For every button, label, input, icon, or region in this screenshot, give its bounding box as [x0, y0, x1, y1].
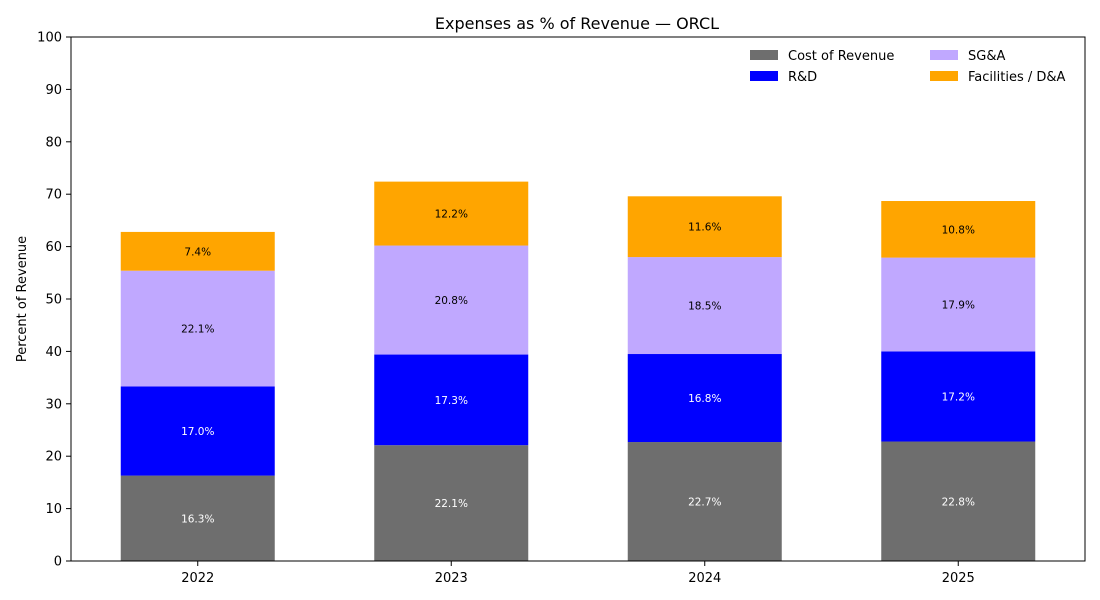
legend-label: Facilities / D&A [968, 70, 1066, 85]
bar-value-label: 22.1% [435, 498, 468, 510]
bar-value-label: 17.3% [435, 395, 468, 407]
legend-label: Cost of Revenue [788, 49, 894, 64]
bar-value-label: 12.2% [435, 209, 468, 221]
bar-value-label: 16.3% [181, 513, 214, 525]
bar-value-label: 22.8% [942, 496, 975, 508]
x-tick-label: 2024 [688, 571, 721, 586]
y-tick-label: 30 [45, 397, 62, 412]
chart-title: Expenses as % of Revenue — ORCL [435, 14, 719, 33]
bar-segment [374, 181, 529, 246]
bar-value-label: 17.2% [942, 391, 975, 403]
legend-swatch [750, 71, 778, 81]
bar-segment [627, 354, 782, 443]
x-tick-label: 2023 [435, 571, 468, 586]
y-axis-label: Percent of Revenue [15, 236, 30, 362]
bar-value-label: 18.5% [688, 301, 721, 313]
bar-segment [120, 270, 275, 387]
bar-value-label: 22.1% [181, 324, 214, 336]
legend: Cost of Revenue R&D SG&A Facilities / D&A [750, 49, 1066, 85]
y-tick-label: 10 [45, 502, 62, 517]
bar-value-label: 20.8% [435, 295, 468, 307]
y-tick-label: 60 [45, 240, 62, 255]
bar-segment [120, 475, 275, 561]
x-tick-label: 2025 [942, 571, 975, 586]
bar-segment [881, 441, 1036, 561]
bar-segment [627, 257, 782, 355]
bar-value-label: 16.8% [688, 393, 721, 405]
x-tick-label: 2022 [181, 571, 214, 586]
bar-segment [881, 257, 1036, 352]
bar-segment [374, 245, 529, 355]
plot-area: 16.3% 17.0% 22.1% 7.4% 2022 22.1% 17.3% 20.8% 12… [37, 31, 1086, 586]
bar-segment [374, 354, 529, 446]
y-tick-label: 100 [37, 31, 62, 46]
legend-label: R&D [788, 70, 817, 85]
bar-segment [627, 196, 782, 258]
bar-segment [374, 445, 529, 561]
legend-swatch [930, 50, 958, 60]
y-tick-label: 50 [45, 293, 62, 308]
bar-value-label: 10.8% [942, 224, 975, 236]
y-tick-label: 80 [45, 135, 62, 150]
bar-segment [627, 442, 782, 561]
bar-value-label: 22.7% [688, 497, 721, 509]
bar-value-label: 17.0% [181, 426, 214, 438]
bar-value-label: 17.9% [942, 300, 975, 312]
bar-segment [881, 201, 1036, 258]
y-tick-label: 90 [45, 83, 62, 98]
legend-swatch [930, 71, 958, 81]
legend-label: SG&A [968, 49, 1005, 64]
legend-swatch [750, 50, 778, 60]
axes-frame [70, 36, 1086, 562]
y-tick-label: 70 [45, 188, 62, 203]
y-tick-label: 20 [45, 450, 62, 465]
bar-value-label: 7.4% [184, 246, 211, 258]
y-tick-label: 40 [45, 345, 62, 360]
bar-value-label: 11.6% [688, 222, 721, 234]
bar-segment [881, 351, 1036, 442]
bar-segment [120, 386, 275, 476]
bar-segment [120, 231, 275, 271]
y-tick-label: 0 [54, 555, 62, 570]
